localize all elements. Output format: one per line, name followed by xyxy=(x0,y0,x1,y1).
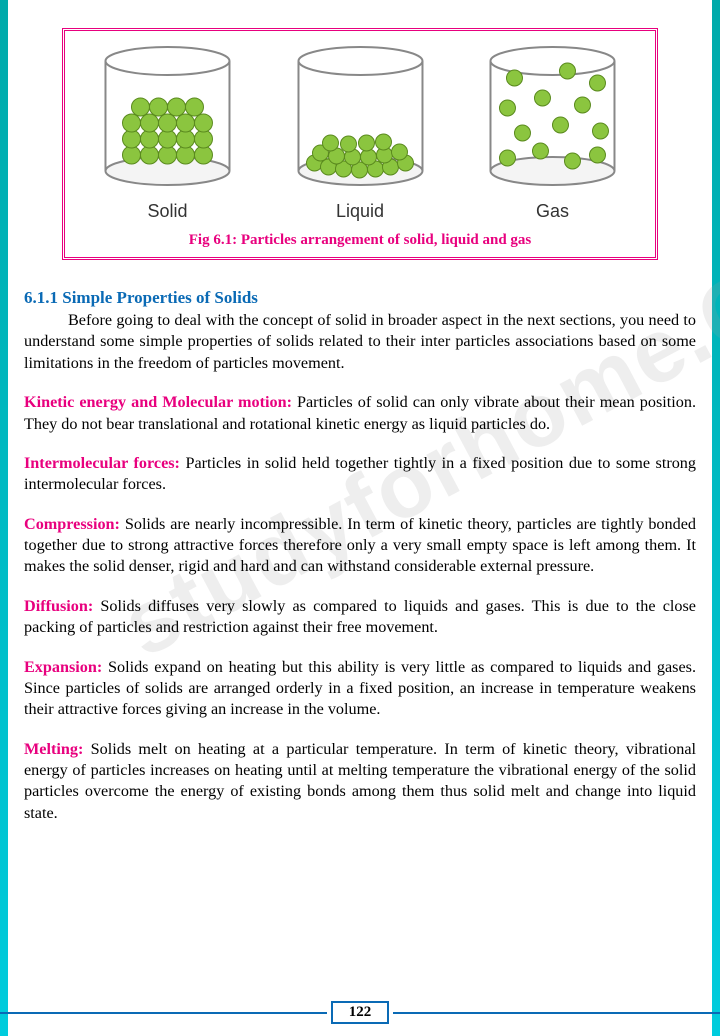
beaker-solid: Solid xyxy=(81,43,254,222)
prop-diffusion: Diffusion: Solids diffuses very slowly a… xyxy=(24,596,696,639)
page-container: studyforhome.Com xyxy=(0,0,720,1036)
prop-melting: Melting: Solids melt on heating at a par… xyxy=(24,739,696,825)
term-expansion: Expansion: xyxy=(24,658,102,676)
intro-paragraph: Before going to deal with the concept of… xyxy=(24,310,696,374)
prop-compression: Compression: Solids are nearly incompres… xyxy=(24,514,696,578)
term-compression: Compression: xyxy=(24,515,120,533)
section-heading: 6.1.1 Simple Properties of Solids xyxy=(24,288,696,308)
text-diffusion: Solids diffuses very slowly as compared … xyxy=(24,597,696,636)
page-number: 122 xyxy=(331,1001,390,1024)
prop-expansion: Expansion: Solids expand on heating but … xyxy=(24,657,696,721)
intro-text: Before going to deal with the concept of… xyxy=(24,311,696,372)
term-diffusion: Diffusion: xyxy=(24,597,93,615)
label-solid: Solid xyxy=(147,201,187,222)
beaker-solid-svg xyxy=(81,43,254,193)
text-compression: Solids are nearly incompressible. In ter… xyxy=(24,515,696,576)
prop-kinetic: Kinetic energy and Molecular motion: Par… xyxy=(24,392,696,435)
beaker-gas: Gas xyxy=(466,43,639,222)
page-footer: 122 xyxy=(0,1001,720,1024)
term-intermolecular: Intermolecular forces: xyxy=(24,454,180,472)
text-content: 6.1.1 Simple Properties of Solids Before… xyxy=(22,288,698,824)
term-melting: Melting: xyxy=(24,740,83,758)
prop-intermolecular: Intermolecular forces: Particles in soli… xyxy=(24,453,696,496)
beaker-gas-svg xyxy=(466,43,639,193)
right-border-stripe xyxy=(712,0,720,1036)
text-expansion: Solids expand on heating but this abilit… xyxy=(24,658,696,719)
beaker-liquid-svg xyxy=(274,43,447,193)
beaker-liquid: Liquid xyxy=(274,43,447,222)
left-border-stripe xyxy=(0,0,8,1036)
label-liquid: Liquid xyxy=(336,201,384,222)
figure-row: Solid Liquid xyxy=(75,43,645,222)
label-gas: Gas xyxy=(536,201,569,222)
figure-caption: Fig 6.1: Particles arrangement of solid,… xyxy=(75,232,645,249)
text-melting: Solids melt on heating at a particular t… xyxy=(24,740,696,822)
footer-line-right xyxy=(393,1012,720,1014)
figure-box: Solid Liquid xyxy=(62,28,658,260)
term-kinetic: Kinetic energy and Molecular motion: xyxy=(24,393,292,411)
footer-line-left xyxy=(0,1012,327,1014)
